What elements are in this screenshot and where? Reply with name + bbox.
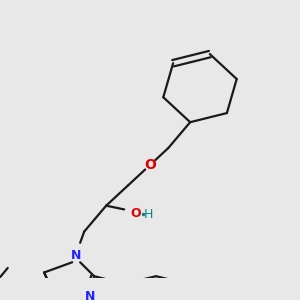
- Text: O: O: [131, 207, 142, 220]
- Text: N: N: [85, 290, 95, 300]
- Text: O: O: [144, 158, 156, 172]
- Text: N: N: [71, 249, 81, 262]
- Text: H: H: [143, 208, 153, 220]
